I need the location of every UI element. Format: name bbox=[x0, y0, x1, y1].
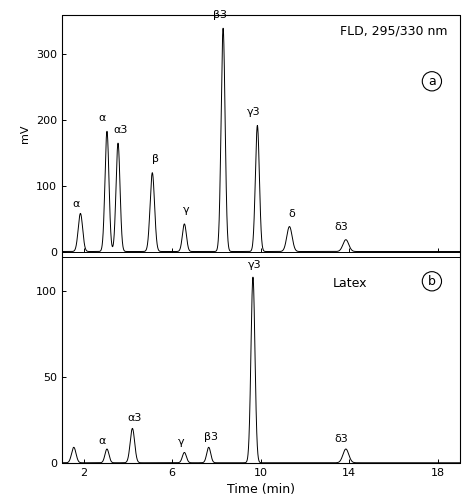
Text: γ3: γ3 bbox=[248, 260, 262, 270]
Text: a: a bbox=[428, 75, 436, 88]
Text: γ: γ bbox=[183, 205, 190, 215]
Text: α3: α3 bbox=[128, 413, 142, 423]
Y-axis label: mV: mV bbox=[20, 124, 30, 142]
Text: β3: β3 bbox=[213, 11, 227, 20]
Text: β3: β3 bbox=[204, 432, 218, 442]
Text: δ3: δ3 bbox=[334, 222, 347, 232]
Text: Latex: Latex bbox=[332, 277, 367, 290]
Text: δ: δ bbox=[289, 209, 295, 219]
Text: FLD, 295/330 nm: FLD, 295/330 nm bbox=[340, 25, 448, 38]
Text: δ3: δ3 bbox=[334, 434, 347, 444]
Text: α3: α3 bbox=[113, 125, 128, 135]
Text: β: β bbox=[152, 154, 159, 164]
Text: γ: γ bbox=[178, 437, 184, 447]
Text: b: b bbox=[428, 275, 436, 288]
X-axis label: Time (min): Time (min) bbox=[227, 483, 295, 496]
Text: α: α bbox=[73, 199, 80, 209]
Text: γ3: γ3 bbox=[247, 107, 260, 117]
Text: α: α bbox=[99, 436, 106, 446]
Text: α: α bbox=[98, 114, 106, 123]
